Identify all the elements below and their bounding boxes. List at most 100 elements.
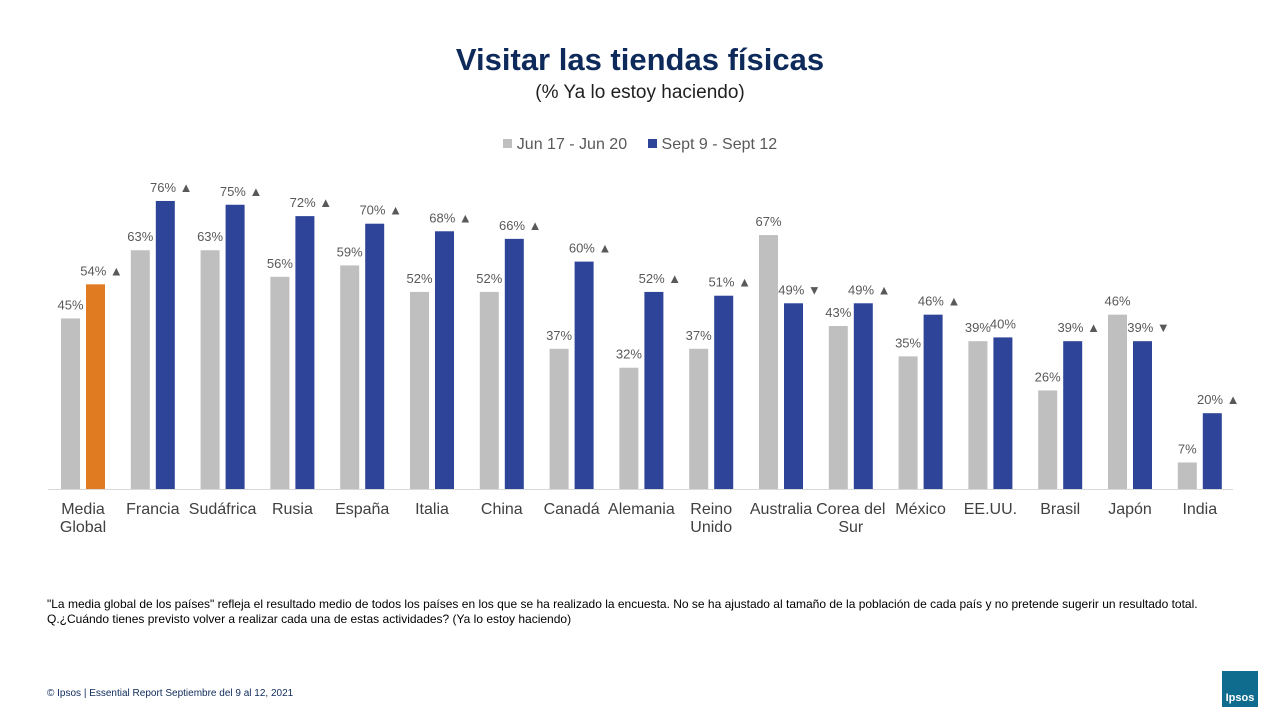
ipsos-logo: Ipsos <box>1222 671 1258 707</box>
bar-sept-6 <box>504 238 524 489</box>
bar-jun-0 <box>61 318 80 489</box>
bar-jun-8 <box>619 367 639 489</box>
label-sept-4: 70% ▲ <box>359 203 402 218</box>
legend-swatch-jun <box>502 139 512 148</box>
category-label-0: Media Global <box>60 501 106 536</box>
bar-jun-2 <box>200 250 220 489</box>
label-jun-9: 37% <box>686 328 712 343</box>
label-jun-14: 26% <box>1035 369 1061 384</box>
category-label-15: Japón <box>1108 501 1152 518</box>
label-jun-8: 32% <box>616 347 642 362</box>
footnotes: "La media global de los países" refleja … <box>47 597 1225 627</box>
label-sept-16: 20% ▲ <box>1197 392 1240 407</box>
label-jun-6: 52% <box>476 271 502 286</box>
bar-jun-12 <box>898 356 918 489</box>
bar-sept-14 <box>1063 341 1083 489</box>
category-label-10: Australia <box>750 501 812 518</box>
bar-sept-0 <box>86 284 105 489</box>
label-sept-6: 66% ▲ <box>499 218 542 233</box>
bar-jun-4 <box>340 265 360 489</box>
bar-jun-1 <box>130 250 150 489</box>
category-label-7: Canadá <box>544 501 600 518</box>
category-label-13: EE.UU. <box>964 501 1017 518</box>
label-jun-4: 59% <box>337 244 363 259</box>
bar-jun-7 <box>549 348 569 489</box>
bar-jun-13 <box>968 341 988 489</box>
category-label-6: China <box>481 501 523 518</box>
bar-sept-1 <box>155 200 175 489</box>
label-jun-16: 7% <box>1178 441 1197 456</box>
category-label-9: Reino Unido <box>690 501 732 536</box>
label-sept-5: 68% ▲ <box>429 210 472 225</box>
label-sept-10: 49% ▼ <box>778 282 821 297</box>
legend-item-sept: Sept 9 - Sept 12 <box>647 136 778 154</box>
label-sept-0: 54% ▲ <box>80 263 123 278</box>
bar-sept-2 <box>225 204 245 489</box>
ipsos-logo-text: Ipsos <box>1225 692 1255 704</box>
bar-sept-12 <box>923 314 943 489</box>
label-sept-11: 49% ▲ <box>848 282 891 297</box>
category-label-14: Brasil <box>1040 501 1080 518</box>
bar-jun-3 <box>270 276 290 489</box>
label-sept-1: 76% ▲ <box>150 180 193 195</box>
bar-chart: 45% 54% ▲ Media Global 63% 76% ▲ Francia 63% 75%… <box>48 180 1240 536</box>
bar-sept-16 <box>1202 413 1222 489</box>
label-sept-15: 39% ▼ <box>1127 320 1170 335</box>
category-label-3: Rusia <box>272 501 313 518</box>
chart-legend: Jun 17 - Jun 20 Sept 9 - Sept 12 <box>0 136 1280 154</box>
label-sept-12: 46% ▲ <box>918 294 961 309</box>
bar-sept-8 <box>644 291 664 489</box>
bar-jun-6 <box>479 291 499 489</box>
label-sept-9: 51% ▲ <box>708 275 751 290</box>
bar-jun-11 <box>828 326 848 489</box>
category-label-1: Francia <box>126 501 179 518</box>
bar-jun-16 <box>1177 462 1197 489</box>
label-jun-2: 63% <box>197 229 223 244</box>
label-jun-0: 45% <box>57 297 83 312</box>
bar-sept-9 <box>714 295 734 489</box>
category-label-12: México <box>895 501 946 518</box>
label-sept-14: 39% ▲ <box>1057 320 1100 335</box>
bar-jun-14 <box>1038 390 1058 489</box>
label-jun-1: 63% <box>127 229 153 244</box>
bar-sept-11 <box>853 303 873 489</box>
chart-subtitle: (% Ya lo estoy haciendo) <box>535 82 745 103</box>
footnote-question: Q.¿Cuándo tienes previsto volver a reali… <box>47 612 572 626</box>
bar-sept-4 <box>365 223 385 489</box>
chart-title: Visitar las tiendas físicas <box>455 42 825 77</box>
category-label-16: India <box>1182 501 1217 518</box>
category-label-8: Alemania <box>608 501 675 518</box>
label-jun-3: 56% <box>267 256 293 271</box>
bar-sept-3 <box>295 216 315 489</box>
category-label-4: España <box>335 501 389 518</box>
legend-swatch-sept <box>647 139 657 148</box>
label-jun-10: 67% <box>755 214 781 229</box>
bar-sept-5 <box>435 231 454 489</box>
label-sept-2: 75% ▲ <box>220 184 263 199</box>
legend-label-sept: Sept 9 - Sept 12 <box>661 136 778 153</box>
bar-jun-15 <box>1108 314 1127 489</box>
legend-item-jun: Jun 17 - Jun 20 <box>502 136 628 154</box>
bar-jun-9 <box>689 348 709 489</box>
label-sept-13: 40% <box>990 316 1016 331</box>
label-sept-8: 52% ▲ <box>639 271 682 286</box>
bar-jun-10 <box>759 235 778 489</box>
bar-sept-7 <box>574 261 594 489</box>
label-jun-12: 35% <box>895 335 921 350</box>
label-sept-3: 72% ▲ <box>290 195 333 210</box>
label-jun-15: 46% <box>1104 294 1130 309</box>
category-label-11: Corea del Sur <box>816 501 885 536</box>
bar-sept-10 <box>784 303 803 489</box>
label-jun-7: 37% <box>546 328 572 343</box>
label-jun-5: 52% <box>406 271 432 286</box>
label-sept-7: 60% ▲ <box>569 241 612 256</box>
bar-jun-5 <box>410 291 429 489</box>
legend-label-jun: Jun 17 - Jun 20 <box>516 136 628 153</box>
category-label-5: Italia <box>415 501 449 518</box>
bar-sept-15 <box>1133 341 1152 489</box>
category-label-2: Sudáfrica <box>189 501 257 518</box>
footer-source: © Ipsos | Essential Report Septiembre de… <box>47 688 294 699</box>
label-jun-11: 43% <box>825 305 851 320</box>
label-jun-13: 39% <box>965 320 991 335</box>
bar-sept-13 <box>993 337 1013 489</box>
